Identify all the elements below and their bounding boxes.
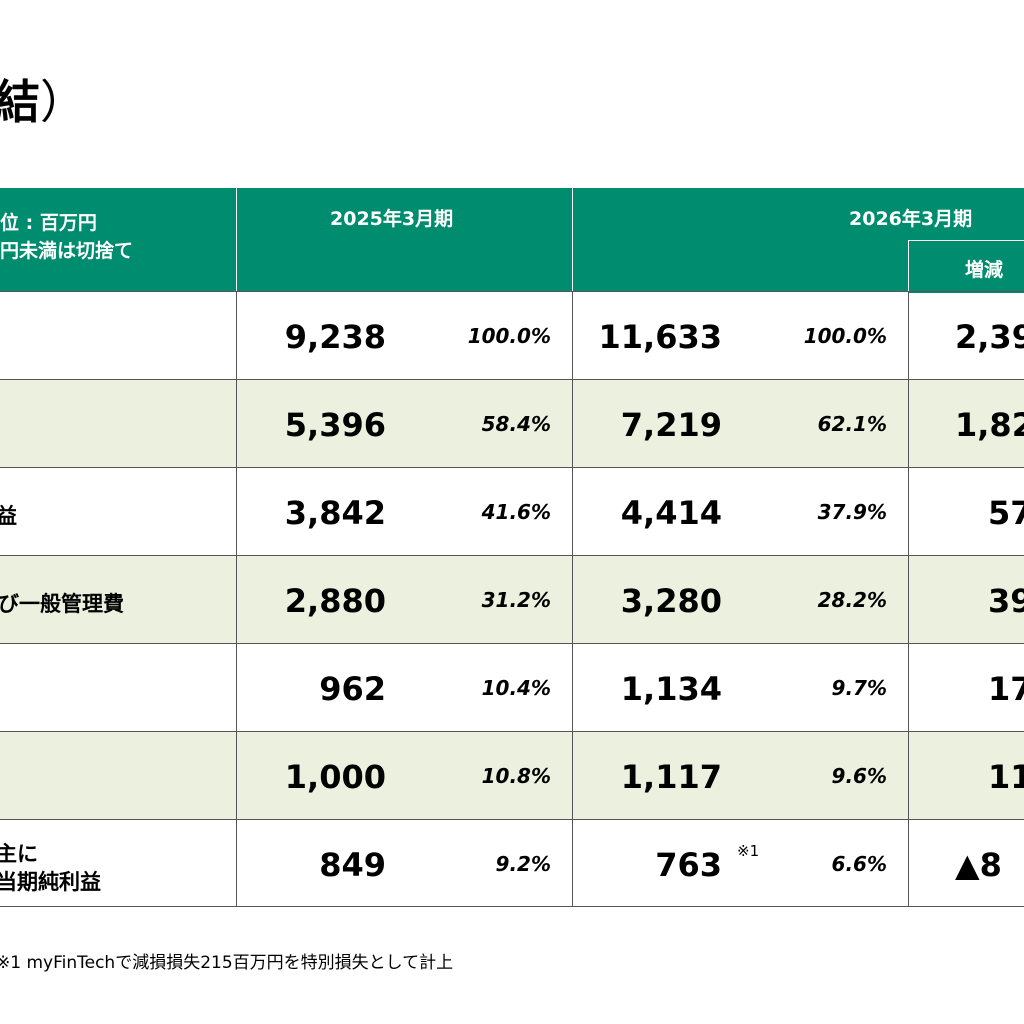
value-2026: 3,280 (620, 582, 722, 620)
table-row: 1,000 10.8% 1,117 9.6% 11 (0, 732, 1024, 819)
value-2026: 1,117 (620, 758, 722, 796)
value-2026: 4,414 (620, 494, 722, 532)
pct-2026: 100.0% (803, 324, 887, 348)
value-change: 11 (988, 758, 1024, 796)
value-change: ▲8 (955, 846, 1002, 884)
pct-2025: 100.0% (467, 324, 551, 348)
value-2025: 2,880 (284, 582, 386, 620)
header-2025: 2025年3月期 (237, 188, 572, 292)
table-row: 主に 当期純利益 849 9.2% 763 ※1 6.6% ▲8 (0, 820, 1024, 907)
footnote: ※1 myFinTechで減損損失215百万円を特別損失として計上 (0, 953, 454, 973)
header-change: 増減 (908, 240, 1024, 293)
row-label-line1: 主に (0, 842, 38, 866)
footnote-marker: ※1 (737, 842, 760, 860)
pct-2025: 31.2% (481, 588, 551, 612)
value-change: 1,82 (955, 406, 1024, 444)
table-row: 9,238 100.0% 11,633 100.0% 2,39 (0, 292, 1024, 379)
value-2025: 5,396 (284, 406, 386, 444)
table-row: 5,396 58.4% 7,219 62.1% 1,82 (0, 380, 1024, 467)
unit-label-line1: 位 : 百万円 (0, 212, 97, 234)
pct-2025: 58.4% (481, 412, 551, 436)
value-change: 57 (988, 494, 1024, 532)
value-2025: 1,000 (284, 758, 386, 796)
pct-2026: 6.6% (831, 852, 887, 876)
value-2026: 1,134 (620, 670, 722, 708)
header-2026-label: 2026年3月期 (849, 208, 973, 230)
unit-label-line2: 円未満は切捨て (0, 240, 134, 262)
value-2025: 849 (319, 846, 386, 884)
pct-2026: 9.7% (831, 676, 887, 700)
pct-2026: 28.2% (817, 588, 887, 612)
pct-2026: 62.1% (817, 412, 887, 436)
page-title: 結） (0, 75, 86, 129)
value-2026: 763 (655, 846, 722, 884)
row-label: び一般管理費 (0, 592, 124, 616)
table-row: 益 3,842 41.6% 4,414 37.9% 57 (0, 468, 1024, 555)
pct-2025: 41.6% (481, 500, 551, 524)
header-2025-label: 2025年3月期 (330, 208, 454, 230)
table-row: び一般管理費 2,880 31.2% 3,280 28.2% 39 (0, 556, 1024, 643)
header-change-label: 増減 (965, 259, 1004, 281)
value-change: 17 (988, 670, 1024, 708)
value-2025: 9,238 (284, 318, 386, 356)
value-change: 2,39 (955, 318, 1024, 356)
header-unit-cell: 位 : 百万円 円未満は切捨て (0, 188, 236, 292)
row-label: 益 (0, 504, 17, 528)
value-change: 39 (988, 582, 1024, 620)
pct-2025: 10.8% (481, 764, 551, 788)
pct-2026: 9.6% (831, 764, 887, 788)
pct-2025: 10.4% (481, 676, 551, 700)
value-2026: 7,219 (620, 406, 722, 444)
pct-2025: 9.2% (495, 852, 551, 876)
value-2025: 962 (319, 670, 386, 708)
table-row: 962 10.4% 1,134 9.7% 17 (0, 644, 1024, 731)
value-2025: 3,842 (284, 494, 386, 532)
value-2026: 11,633 (598, 318, 722, 356)
pct-2026: 37.9% (817, 500, 887, 524)
row-label-line2: 当期純利益 (0, 870, 101, 894)
